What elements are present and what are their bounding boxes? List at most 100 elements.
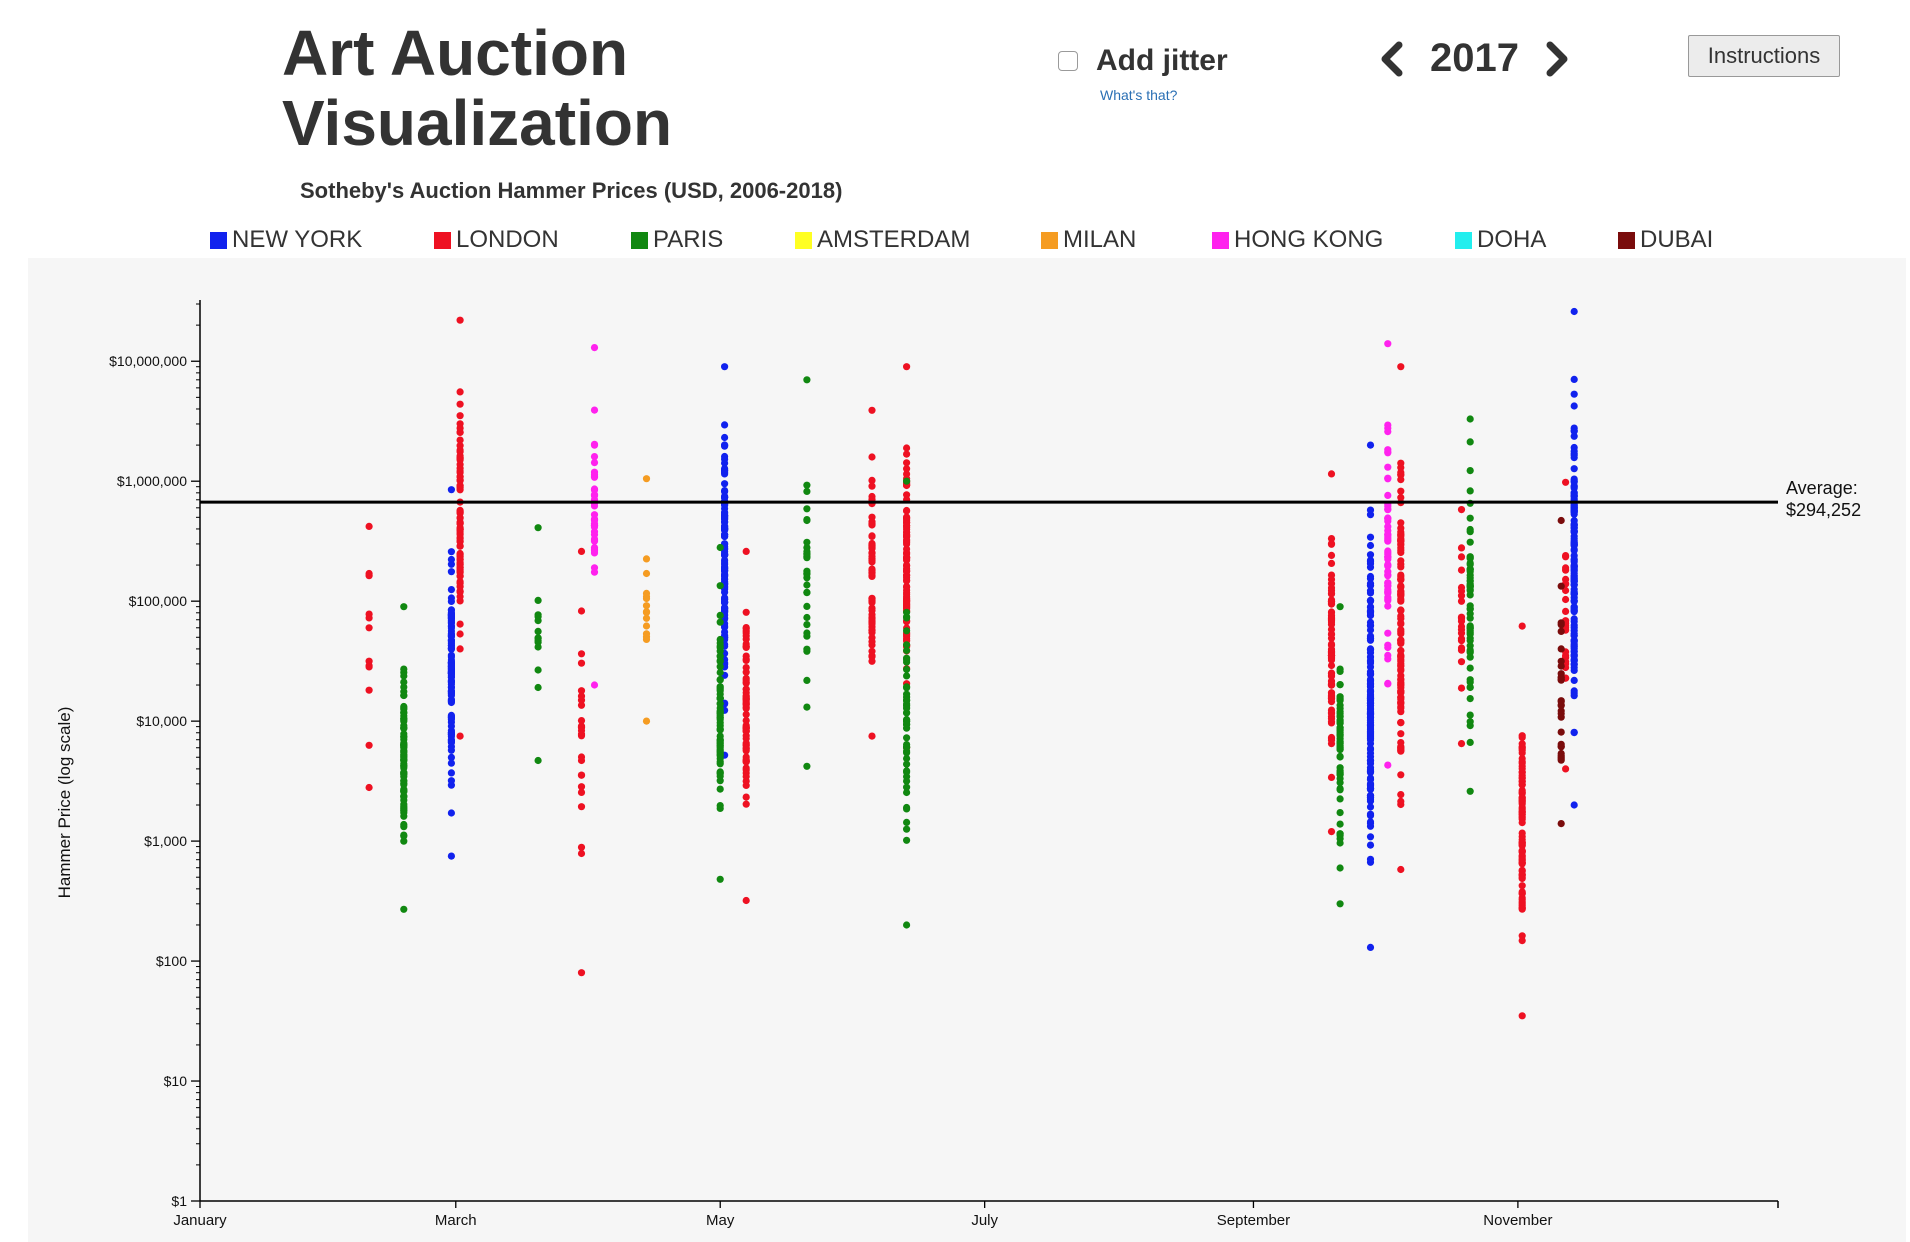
point-new-york (1570, 510, 1578, 518)
point-london (1457, 622, 1466, 631)
point-hong-kong (1384, 643, 1392, 652)
point-hong-kong (1384, 568, 1392, 576)
point-paris (903, 818, 911, 827)
point-london (868, 406, 876, 414)
point-paris (716, 732, 724, 740)
point-london (1327, 828, 1336, 836)
point-milan (642, 635, 651, 643)
point-paris (803, 676, 811, 684)
legend-item-amsterdam[interactable]: AMSTERDAM (795, 226, 970, 254)
point-london (577, 843, 586, 851)
legend-item-hong-kong[interactable]: HONG KONG (1212, 226, 1383, 254)
point-paris (1466, 554, 1474, 563)
point-paris (803, 589, 811, 597)
point-london (1397, 797, 1405, 806)
point-london (577, 771, 586, 779)
point-paris (716, 772, 724, 780)
point-paris (1466, 560, 1474, 569)
chevron-left-icon[interactable] (1374, 37, 1408, 81)
legend-label: DOHA (1477, 226, 1547, 253)
point-paris (903, 608, 911, 616)
point-paris (400, 764, 408, 772)
point-paris (400, 678, 408, 686)
legend-swatch (1041, 231, 1058, 249)
point-london (903, 459, 911, 467)
point-new-york (447, 680, 455, 688)
point-new-york (1570, 692, 1578, 700)
point-new-york (1570, 465, 1578, 473)
jitter-checkbox[interactable] (1058, 51, 1078, 71)
point-new-york (1366, 563, 1375, 571)
point-london (1327, 736, 1336, 744)
point-new-york (1366, 818, 1375, 826)
point-new-york (1570, 451, 1578, 459)
point-london (456, 645, 464, 653)
point-new-york (1570, 443, 1578, 452)
point-paris (903, 724, 911, 732)
point-new-york (1570, 597, 1578, 605)
jitter-help-link[interactable]: What's that? (1100, 87, 1178, 103)
point-london (577, 692, 586, 700)
point-paris (400, 709, 408, 717)
point-paris (400, 702, 408, 711)
legend-item-paris[interactable]: PARIS (631, 226, 723, 254)
point-paris (400, 905, 408, 913)
jitter-toggle[interactable]: Add jitter (1058, 44, 1228, 78)
point-london (1327, 612, 1336, 620)
legend-item-new-york[interactable]: NEW YORK (210, 226, 362, 254)
point-paris (716, 737, 724, 745)
point-london (742, 668, 750, 676)
point-london (1327, 681, 1336, 689)
average-value: $294,252 (1786, 500, 1861, 520)
instructions-button[interactable]: Instructions (1688, 35, 1840, 77)
point-paris (1466, 415, 1474, 423)
point-paris (716, 719, 724, 727)
point-london (1518, 759, 1526, 767)
point-new-york (721, 459, 729, 467)
chevron-right-icon[interactable] (1541, 37, 1575, 81)
point-new-york (721, 594, 729, 602)
point-paris (903, 805, 911, 813)
point-london (456, 456, 464, 464)
point-london (1397, 647, 1405, 655)
point-milan (642, 594, 651, 603)
point-dubai (1557, 582, 1565, 590)
point-paris (716, 676, 724, 684)
point-paris (903, 768, 911, 776)
x-tick-label: September (1217, 1212, 1290, 1229)
legend-item-milan[interactable]: MILAN (1041, 226, 1136, 254)
point-london (1457, 597, 1466, 605)
average-label: Average: (1786, 478, 1858, 498)
point-milan (642, 614, 651, 622)
point-new-york (1366, 757, 1375, 765)
point-paris (1466, 711, 1474, 719)
point-paris (903, 646, 911, 655)
point-new-york (1570, 307, 1578, 316)
legend-item-dubai[interactable]: DUBAI (1618, 226, 1713, 254)
legend-item-london[interactable]: LONDON (434, 226, 559, 254)
point-paris (1336, 739, 1344, 747)
point-dubai (1557, 728, 1565, 736)
legend-item-doha[interactable]: DOHA (1455, 226, 1546, 254)
point-london (1397, 595, 1405, 603)
point-hong-kong (590, 344, 599, 352)
point-london (1327, 652, 1336, 660)
point-london (742, 625, 750, 633)
point-london (456, 572, 464, 580)
point-new-york (447, 606, 455, 614)
point-new-york (447, 670, 455, 678)
point-new-york (1366, 841, 1375, 849)
point-milan (642, 602, 651, 610)
point-london (1327, 584, 1336, 592)
legend-label: DUBAI (1640, 226, 1714, 253)
point-new-york (721, 488, 729, 496)
point-paris (1466, 678, 1474, 686)
point-new-york (1366, 943, 1375, 952)
point-london (1457, 658, 1466, 666)
point-new-york (1570, 427, 1578, 435)
point-paris (716, 643, 724, 652)
point-london (1397, 704, 1405, 712)
point-london (456, 732, 464, 740)
point-paris (716, 710, 724, 718)
point-london (868, 618, 876, 626)
